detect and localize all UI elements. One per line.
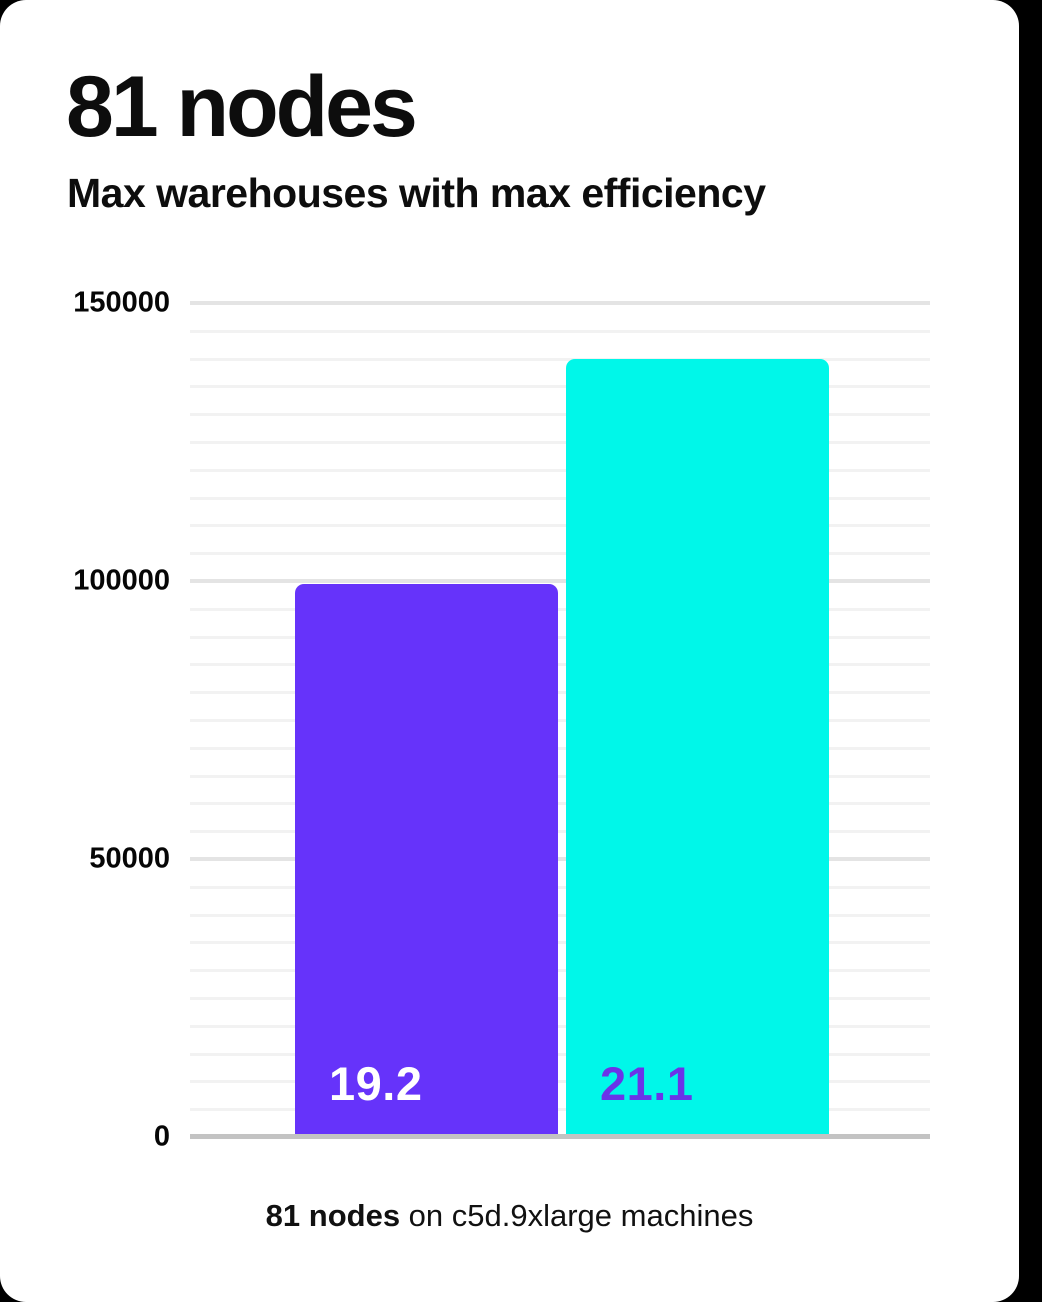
- minor-gridline: [190, 1080, 930, 1084]
- minor-gridline: [190, 468, 930, 472]
- minor-gridline: [190, 552, 930, 556]
- chart-caption: 81 nodes on c5d.9xlarge machines: [0, 1198, 1019, 1234]
- minor-gridline: [190, 441, 930, 444]
- y-axis: 0 50000 100000 150000: [0, 287, 170, 1153]
- major-gridline: [190, 857, 930, 861]
- bar-value-label: 21.1: [600, 1057, 694, 1110]
- bar-21.1: 21.1: [566, 358, 829, 1137]
- minor-gridline: [190, 691, 930, 695]
- minor-gridline: [190, 802, 930, 806]
- bar-19.2: 19.2: [295, 583, 558, 1137]
- minor-gridline: [190, 413, 930, 417]
- minor-gridline: [190, 913, 930, 917]
- minor-gridline: [190, 719, 930, 722]
- minor-gridline: [190, 774, 930, 778]
- chart-card: 81 nodes Max warehouses with max efficie…: [0, 0, 1019, 1302]
- minor-gridline: [190, 1052, 930, 1056]
- minor-gridline: [190, 969, 930, 973]
- minor-gridline: [190, 746, 930, 750]
- plot-area: 19.2 21.1: [190, 301, 930, 1139]
- minor-gridline: [190, 1108, 930, 1112]
- caption-regular-text: on c5d.9xlarge machines: [400, 1198, 754, 1233]
- minor-gridline: [190, 357, 930, 361]
- major-gridline: [190, 579, 930, 583]
- minor-gridline: [190, 607, 930, 611]
- major-gridline: [190, 301, 930, 305]
- page-subtitle: Max warehouses with max efficiency: [67, 170, 766, 216]
- bar-value-label: 19.2: [329, 1057, 423, 1110]
- y-tick-label: 0: [153, 1120, 170, 1153]
- minor-gridline: [190, 885, 930, 889]
- minor-gridline: [190, 524, 930, 528]
- minor-gridline: [190, 830, 930, 834]
- y-tick-label: 100000: [73, 564, 170, 597]
- y-tick-label: 50000: [89, 842, 170, 875]
- minor-gridline: [190, 997, 930, 1000]
- caption-bold-text: 81 nodes: [265, 1198, 401, 1233]
- minor-gridline: [190, 385, 930, 389]
- minor-gridline: [190, 635, 930, 639]
- minor-gridline: [190, 941, 930, 945]
- minor-gridline: [190, 329, 930, 333]
- y-tick-label: 150000: [73, 286, 170, 319]
- minor-gridline: [190, 496, 930, 500]
- x-axis-baseline: [190, 1134, 930, 1139]
- page-title: 81 nodes: [66, 59, 418, 155]
- minor-gridline: [190, 1024, 930, 1028]
- minor-gridline: [190, 663, 930, 667]
